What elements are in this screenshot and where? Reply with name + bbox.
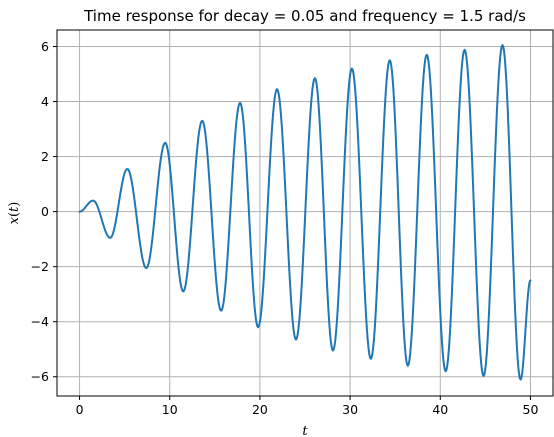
ticks: 0 10 20 30 40 50 −6 −4 −2 0 2 4 6 bbox=[31, 39, 539, 417]
x-tick-label: 20 bbox=[252, 402, 268, 417]
series-layer bbox=[78, 44, 532, 381]
plot-frame bbox=[56, 29, 554, 397]
x-tick-label: 40 bbox=[432, 402, 448, 417]
y-tick-label: 4 bbox=[41, 94, 49, 109]
y-tick-label: −2 bbox=[31, 259, 49, 274]
grid bbox=[57, 30, 553, 396]
y-tick-label: −6 bbox=[31, 369, 49, 384]
y-tick-label: 6 bbox=[41, 39, 49, 54]
series-line bbox=[78, 44, 532, 381]
x-tick-label: 10 bbox=[162, 402, 178, 417]
x-tick-label: 30 bbox=[342, 402, 358, 417]
x-tick-label: 0 bbox=[76, 402, 84, 417]
y-tick-label: 0 bbox=[41, 204, 49, 219]
y-tick-label: −4 bbox=[31, 314, 49, 329]
chart-title: Time response for decay = 0.05 and frequ… bbox=[83, 7, 526, 25]
x-axis-label: t bbox=[302, 424, 308, 437]
x-tick-label: 50 bbox=[523, 402, 539, 417]
y-axis-label: x(t) bbox=[7, 202, 22, 225]
y-tick-label: 2 bbox=[41, 149, 49, 164]
